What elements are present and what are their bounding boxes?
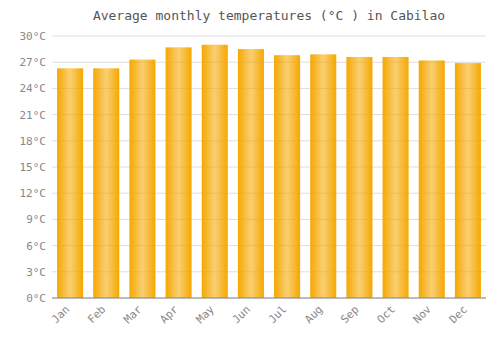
bar	[238, 49, 264, 298]
x-tick-label: Apr	[157, 303, 181, 327]
x-tick-label: May	[194, 303, 218, 327]
y-tick-label: 21°C	[20, 109, 47, 122]
grid-line	[52, 36, 486, 37]
bar	[419, 60, 445, 298]
x-tick-label: Nov	[411, 303, 435, 327]
bar	[57, 68, 83, 298]
x-axis-line	[52, 298, 486, 299]
title: Average monthly temperatures (°C ) in Ca…	[93, 8, 445, 23]
bar	[166, 47, 192, 298]
bar	[383, 57, 409, 298]
x-tick-label: Oct	[374, 303, 397, 326]
y-tick-label: 15°C	[20, 161, 47, 174]
grid-line	[52, 298, 486, 299]
x-tick-label: Jan	[49, 303, 72, 326]
chart: Average monthly temperatures (°C ) in Ca…	[0, 0, 500, 350]
bar	[202, 45, 228, 298]
grid	[52, 36, 486, 298]
bar	[346, 57, 372, 298]
y-tick-label: 24°C	[20, 82, 47, 95]
bar	[93, 68, 119, 298]
y-tick-label: 9°C	[26, 213, 46, 226]
chart-container: Average monthly temperatures (°C ) in Ca…	[0, 0, 500, 350]
x-tick-label: Aug	[302, 303, 325, 326]
bar	[310, 54, 336, 298]
bars	[57, 45, 481, 298]
x-tick-label: Sep	[338, 303, 361, 326]
y-tick-label: 0°C	[26, 292, 46, 305]
y-tick-label: 6°C	[26, 240, 46, 253]
x-tick-label: Feb	[85, 303, 108, 326]
x-tick-label: Jul	[266, 303, 289, 326]
y-tick-label: 3°C	[26, 266, 46, 279]
y-tick-label: 30°C	[20, 30, 47, 43]
y-tick-label: 27°C	[20, 56, 47, 69]
bar	[274, 55, 300, 298]
x-tick-label: Mar	[121, 303, 145, 327]
x-tick-label: Dec	[447, 303, 470, 326]
x-tick-label: Jun	[230, 303, 253, 326]
bar	[455, 63, 481, 298]
y-tick-label: 12°C	[20, 187, 47, 200]
y-tick-label: 18°C	[20, 135, 47, 148]
bar	[129, 60, 155, 298]
